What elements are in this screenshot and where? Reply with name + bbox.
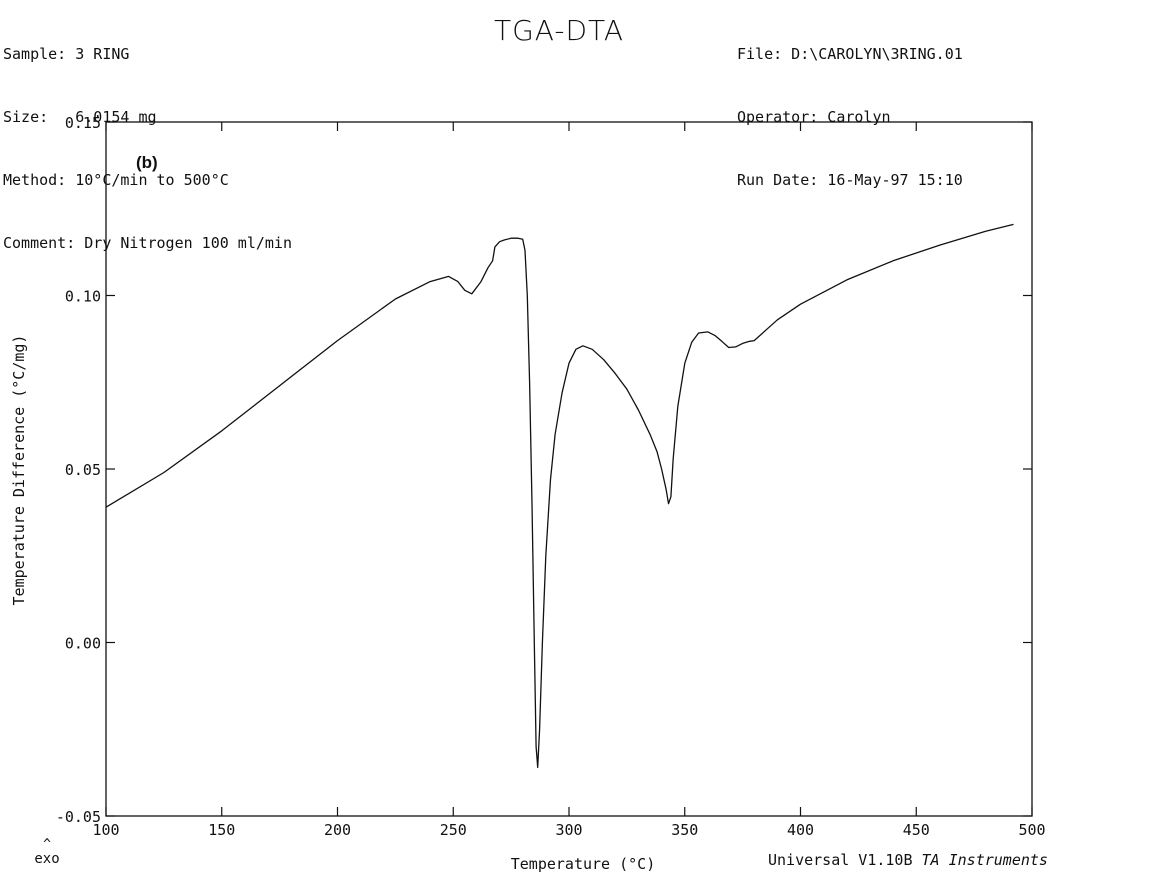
exo-up-marker: ^ (43, 837, 51, 852)
software-credit: Universal V1.10B TA Instruments (768, 851, 1048, 869)
file-path: File: D:\CAROLYN\3RING.01 (737, 45, 963, 63)
run-date: Run Date: 16-May-97 15:10 (737, 171, 963, 189)
vendor-name: TA Instruments (921, 851, 1048, 869)
axis-ticks (105, 121, 1033, 817)
x-tick-label: 100 (92, 821, 119, 839)
panel-label: (b) (136, 153, 158, 172)
sample-name: Sample: 3 RING (3, 45, 130, 63)
exo-label: exo (34, 851, 59, 867)
x-tick-label: 200 (324, 821, 351, 839)
y-axis-label: Temperature Difference (°C/mg) (10, 335, 28, 606)
x-axis-label: Temperature (°C) (511, 855, 656, 873)
run-info: File: D:\CAROLYN\3RING.01 Operator: Caro… (737, 2, 963, 212)
x-tick-label: 400 (787, 821, 814, 839)
plot-frame (105, 121, 1033, 817)
software-version: Universal V1.10B (768, 851, 922, 869)
comment-text: Comment: Dry Nitrogen 100 ml/min (3, 234, 292, 252)
x-tick-label: 150 (208, 821, 235, 839)
x-tick-label: 500 (1018, 821, 1045, 839)
y-tick-label: 0.00 (65, 635, 101, 653)
y-tick-label: 0.15 (65, 114, 101, 132)
y-tick-label: 0.10 (65, 288, 101, 306)
method-text: Method: 10°C/min to 500°C (3, 171, 229, 189)
y-tick-label: -0.05 (56, 808, 101, 826)
sample-info: Sample: 3 RING Size: 6.0154 mg Method: 1… (3, 2, 292, 275)
x-tick-label: 350 (671, 821, 698, 839)
x-tick-label: 450 (903, 821, 930, 839)
y-tick-label: 0.05 (65, 461, 101, 479)
axis-tick-labels: 100 150 200 250 300 350 400 450 500 -0.05 0.00 0.05… (56, 114, 1046, 839)
dta-curve (105, 223, 1014, 769)
instrument-title: TGA-DTA (494, 14, 625, 47)
x-tick-label: 300 (555, 821, 582, 839)
x-tick-label: 250 (440, 821, 467, 839)
